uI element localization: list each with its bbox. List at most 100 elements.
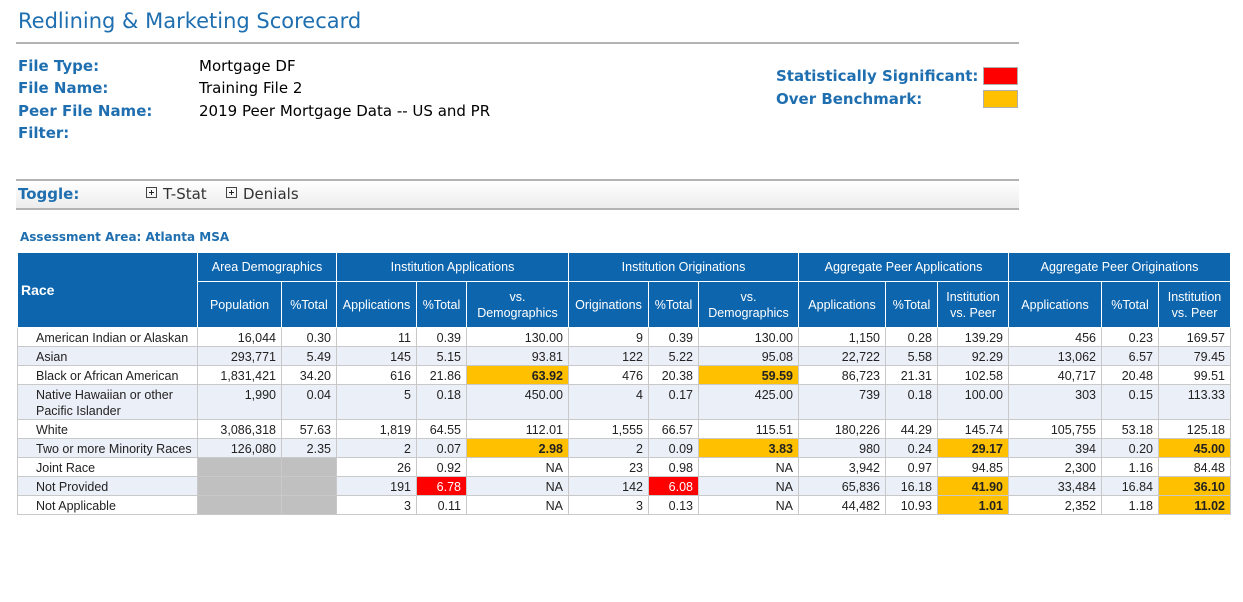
table-cell: 0.98 [648, 457, 699, 477]
table-cell: 0.18 [416, 384, 467, 420]
race-header: Race [17, 252, 198, 328]
table-cell: 0.17 [648, 384, 699, 420]
table-row: Not Provided 191 6.78 NA 142 6.08 NA 65,836 16.1… [17, 476, 1231, 496]
table-cell: 125.18 [1158, 419, 1231, 439]
table-cell: 0.20 [1101, 438, 1159, 458]
legend-benchmark-swatch [983, 90, 1018, 108]
table-cell: 0.09 [648, 438, 699, 458]
race-cell: Two or more Minority Races [17, 438, 198, 458]
table-cell: 93.81 [466, 346, 569, 366]
group-header-area-demographics: Area Demographics [197, 252, 337, 282]
toggle-tstat[interactable]: T-Stat [146, 185, 207, 203]
table-cell: 1.16 [1101, 457, 1159, 477]
table-row: White 3,086,318 57.63 1,819 64.55 112.01 1,555… [17, 419, 1231, 439]
toggle-bar: Toggle: T-Stat Denials [16, 181, 1019, 210]
table-cell: 145.74 [937, 419, 1009, 439]
table-cell: 33,484 [1008, 476, 1102, 496]
table-cell: 115.51 [698, 419, 799, 439]
race-cell: American Indian or Alaskan [17, 327, 198, 347]
table-cell: 3 [336, 495, 417, 515]
table-cell: 5.22 [648, 346, 699, 366]
table-cell: 6.78 [416, 476, 467, 496]
table-cell: NA [698, 476, 799, 496]
table-cell: 23 [568, 457, 649, 477]
table-cell: 0.13 [648, 495, 699, 515]
table-cell: 3,086,318 [197, 419, 282, 439]
table-cell: 456 [1008, 327, 1102, 347]
table-cell: 0.04 [281, 384, 337, 420]
table-cell: 616 [336, 365, 417, 385]
table-cell: 142 [568, 476, 649, 496]
table-cell: 41.90 [937, 476, 1009, 496]
toggle-denials[interactable]: Denials [226, 185, 299, 203]
legend-significant-swatch [983, 67, 1018, 85]
table-cell: 2 [336, 438, 417, 458]
column-header: vs. Demographics [466, 281, 569, 328]
table-cell: 980 [798, 438, 886, 458]
table-cell: 425.00 [698, 384, 799, 420]
column-header: %Total [1101, 281, 1159, 328]
table-cell: 1,990 [197, 384, 282, 420]
table-cell: 100.00 [937, 384, 1009, 420]
table-cell: 40,717 [1008, 365, 1102, 385]
table-cell: 16,044 [197, 327, 282, 347]
table-cell: 3 [568, 495, 649, 515]
race-cell: Native Hawaiian or other Pacific Islande… [17, 384, 198, 420]
table-cell: 16.18 [885, 476, 938, 496]
table-cell: 0.28 [885, 327, 938, 347]
table-row: Native Hawaiian or other Pacific Islande… [17, 384, 1231, 420]
table-cell: 3,942 [798, 457, 886, 477]
peer-file-name-value: 2019 Peer Mortgage Data -- US and PR [199, 102, 491, 120]
table-cell: 59.59 [698, 365, 799, 385]
table-cell: 57.63 [281, 419, 337, 439]
group-header-aggregate-peer-applications: Aggregate Peer Applications [798, 252, 1009, 282]
table-cell: 739 [798, 384, 886, 420]
table-cell: 394 [1008, 438, 1102, 458]
group-header-institution-originations: Institution Originations [568, 252, 799, 282]
table-cell: 5.15 [416, 346, 467, 366]
table-cell: NA [698, 457, 799, 477]
column-header: Population [197, 281, 282, 328]
table-cell: 20.38 [648, 365, 699, 385]
table-cell: 3.83 [698, 438, 799, 458]
column-header: %Total [281, 281, 337, 328]
table-cell: 0.15 [1101, 384, 1159, 420]
table-cell: 5 [336, 384, 417, 420]
expand-plus-icon [226, 187, 237, 198]
table-cell: 450.00 [466, 384, 569, 420]
table-cell: 36.10 [1158, 476, 1231, 496]
file-name-value: Training File 2 [199, 79, 303, 97]
toggle-top-divider [16, 179, 1019, 181]
table-cell: 65,836 [798, 476, 886, 496]
column-header: Institution vs. Peer [937, 281, 1009, 328]
column-header: %Total [885, 281, 938, 328]
table-cell: 1,831,421 [197, 365, 282, 385]
table-cell: 0.24 [885, 438, 938, 458]
table-cell: 2.98 [466, 438, 569, 458]
table-cell: 0.07 [416, 438, 467, 458]
table-cell [281, 457, 337, 477]
race-cell: White [17, 419, 198, 439]
race-cell: Not Provided [17, 476, 198, 496]
table-cell: 10.93 [885, 495, 938, 515]
table-cell: 476 [568, 365, 649, 385]
table-cell: 2.35 [281, 438, 337, 458]
table-cell: 79.45 [1158, 346, 1231, 366]
column-header: %Total [416, 281, 467, 328]
table-row: Asian 293,771 5.49 145 5.15 93.81 122 5.22 95.08… [17, 346, 1231, 366]
table-cell: 1,555 [568, 419, 649, 439]
table-cell: NA [698, 495, 799, 515]
table-cell: 1,150 [798, 327, 886, 347]
table-cell: 63.92 [466, 365, 569, 385]
table-cell: 26 [336, 457, 417, 477]
table-cell: 95.08 [698, 346, 799, 366]
table-row: Black or African American 1,831,421 34.20 6… [17, 365, 1231, 385]
table-cell: 29.17 [937, 438, 1009, 458]
table-cell: 130.00 [698, 327, 799, 347]
table-cell: 21.31 [885, 365, 938, 385]
table-cell: 5.58 [885, 346, 938, 366]
table-row: American Indian or Alaskan 16,044 0.30 11 0.… [17, 327, 1231, 347]
table-cell: 53.18 [1101, 419, 1159, 439]
filter-label: Filter: [18, 124, 70, 142]
peer-file-name-label: Peer File Name: [18, 102, 153, 120]
